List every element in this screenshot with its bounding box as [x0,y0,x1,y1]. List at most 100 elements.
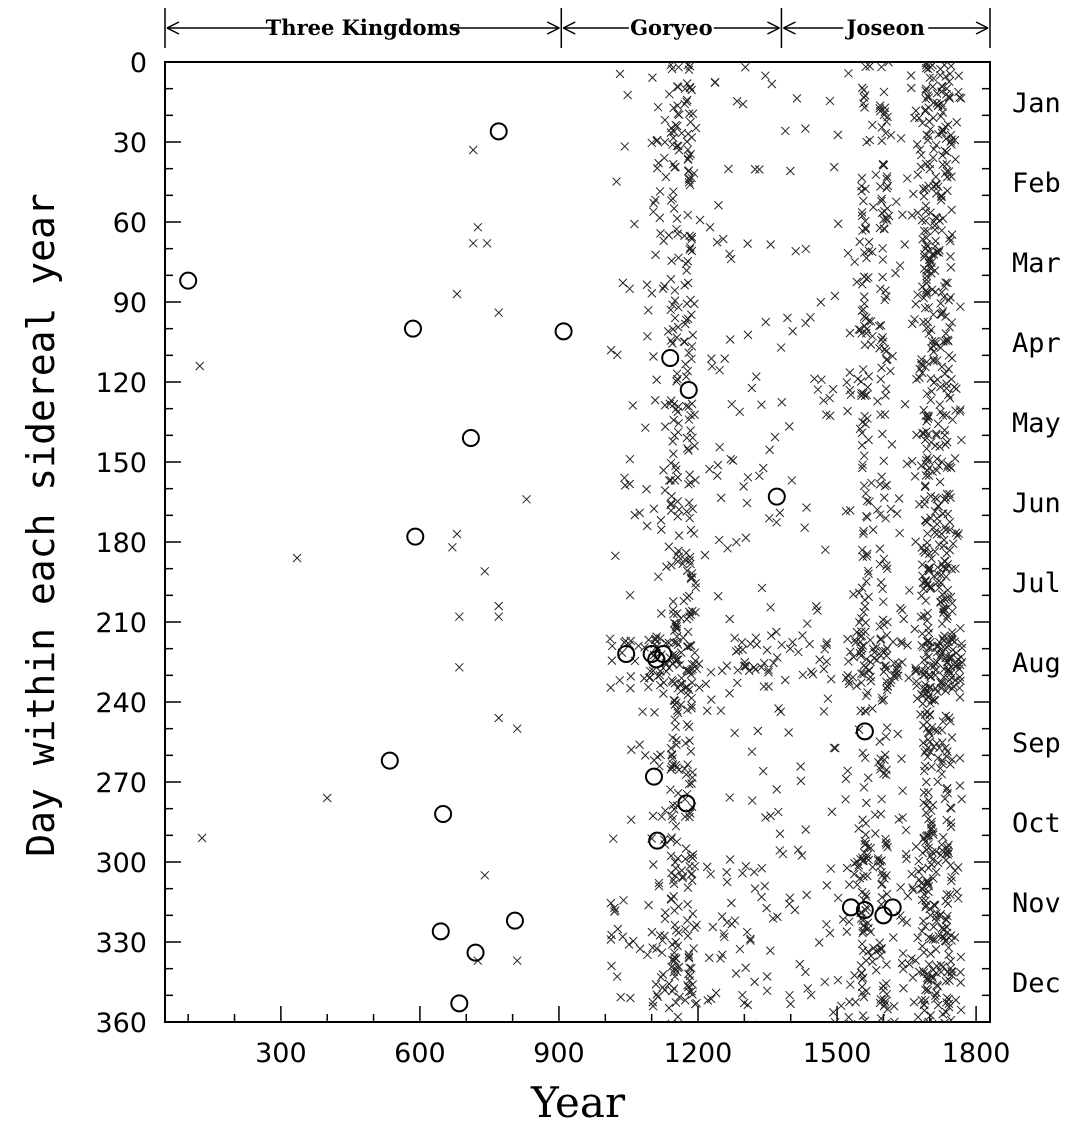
x-point [797,850,807,860]
x-point [882,685,892,695]
x-point [666,785,675,795]
x-point [924,1017,933,1022]
x-point [940,631,949,641]
x-point [940,522,950,532]
x-point [656,228,665,238]
x-point [626,672,636,681]
x-point [815,655,824,664]
x-point [861,905,871,915]
x-point [607,656,617,665]
x-point [620,480,630,490]
x-point [941,686,951,696]
x-point [652,990,662,999]
period-arrow-head-left [166,21,180,35]
x-point [930,726,940,735]
x-point [947,606,957,616]
x-point [916,612,926,622]
y-tick-label: 150 [95,448,147,479]
x-point [920,996,930,1005]
x-point [863,773,873,783]
x-point [956,978,965,987]
x-point [944,351,954,360]
x-point [940,644,950,654]
x-point [750,884,760,893]
x-point [911,299,921,309]
x-point [688,909,698,919]
month-label: Sep [1012,728,1061,759]
x-point [669,879,679,889]
x-point [681,844,691,854]
x-point [859,607,869,617]
x-point [879,554,889,564]
x-point [879,695,889,705]
x-point [684,950,694,959]
x-point [946,963,956,973]
x-point [819,707,829,716]
x-point [854,588,864,598]
x-point [785,990,794,1000]
x-point [955,781,965,790]
x-point [823,694,833,704]
x-point [942,463,952,472]
o-point [179,271,198,290]
x-point [864,592,873,602]
x-point [672,369,682,379]
x-point [707,354,716,363]
x-point [950,658,960,668]
x-point [880,874,889,883]
x-point [940,1018,949,1022]
x-point [945,545,955,555]
x-point [666,765,676,774]
x-point [801,825,811,834]
x-point [653,102,663,112]
x-point [715,365,724,375]
x-point [741,861,751,871]
x-point [683,314,693,324]
x-point [878,332,887,342]
x-point [875,622,885,631]
x-point [875,544,885,554]
x-point [921,808,931,818]
x-point [685,62,695,71]
x-point [875,857,885,866]
x-point [912,677,921,686]
x-point [858,748,868,758]
x-point [743,330,753,340]
x-point [713,471,722,480]
x-point [670,956,679,965]
x-point [626,745,636,755]
x-point [806,667,816,677]
x-point [764,682,773,691]
x-point [671,162,680,172]
x-point [924,563,934,573]
x-point [879,981,888,991]
x-point [945,236,955,246]
x-point [740,62,750,72]
x-point [956,1005,966,1015]
x-point [661,172,671,182]
x-point [670,700,680,710]
x-point [640,751,650,760]
x-point [494,713,504,723]
x-point [801,244,811,254]
x-point [862,496,872,506]
x-point [850,970,859,980]
x-point [877,122,887,132]
x-point [702,706,712,716]
x-point [854,824,864,833]
x-point [687,85,697,95]
x-point [655,930,665,940]
month-label: Jan [1012,88,1061,119]
x-point [859,305,868,314]
x-point [761,813,770,822]
x-point [944,77,954,87]
x-point [816,297,826,307]
x-point [751,633,761,643]
x-point [858,417,867,427]
x-point [923,608,933,618]
x-point [494,612,504,622]
x-point [725,335,735,344]
x-point [640,423,650,433]
x-point [620,142,630,151]
x-point [951,406,960,415]
